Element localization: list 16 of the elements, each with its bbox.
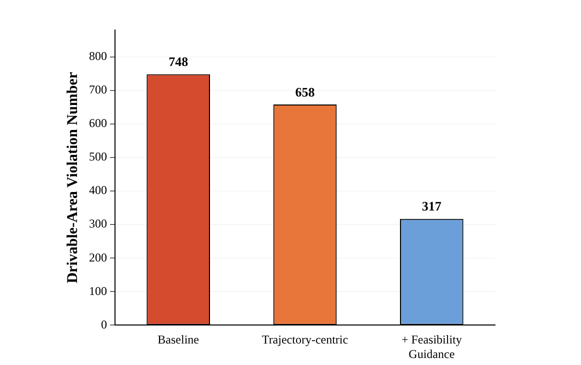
- data-label: 658: [295, 84, 316, 100]
- y-axis-title: Drivable-Area Violation Number: [64, 72, 81, 284]
- x-tick-label: Trajectory-centric: [262, 332, 348, 347]
- y-tick-label: 700: [89, 82, 107, 97]
- data-label: 317: [422, 198, 442, 214]
- y-tick-label: 100: [89, 284, 107, 298]
- data-label: 748: [168, 54, 189, 70]
- x-tick-label: + Feasibility Guidance: [401, 332, 462, 361]
- y-tick-label: 0: [101, 317, 107, 332]
- y-tick-label: 500: [89, 150, 107, 164]
- x-tick-label: Baseline: [158, 332, 199, 347]
- y-tick-label: 300: [89, 216, 107, 231]
- y-tick-label: 800: [89, 48, 107, 63]
- y-tick-label: 200: [89, 250, 107, 264]
- y-tick-label: 600: [89, 116, 107, 130]
- y-tick-label: 400: [89, 183, 107, 198]
